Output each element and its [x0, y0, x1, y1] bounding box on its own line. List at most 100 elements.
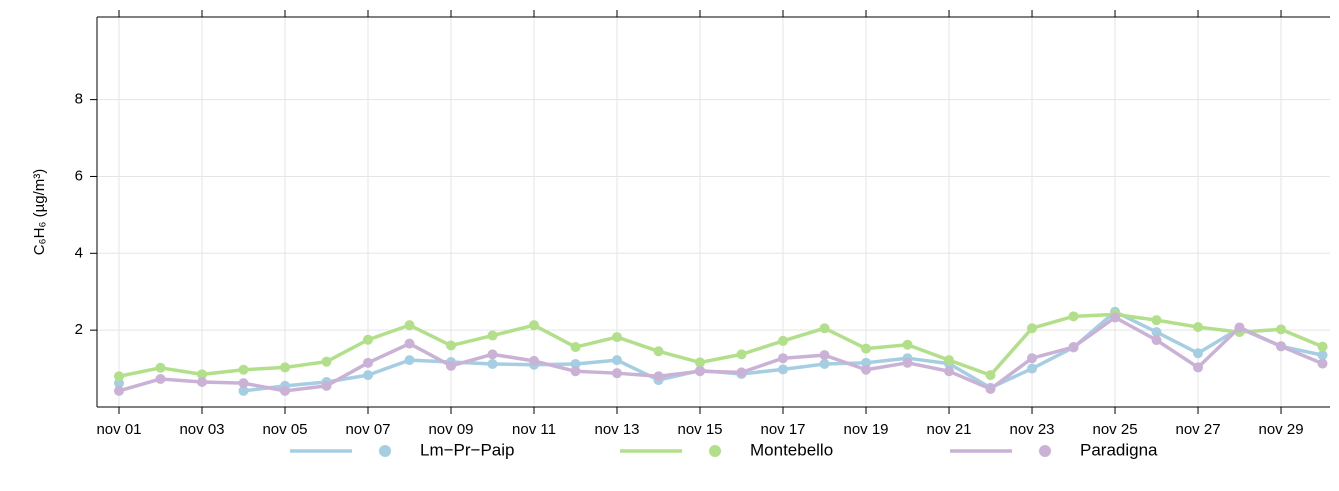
x-tick-label: nov 25	[1093, 421, 1138, 438]
point	[861, 364, 872, 375]
legend-label: Lm−Pr−Paip	[420, 440, 515, 459]
point	[529, 320, 540, 331]
point	[321, 380, 332, 391]
point	[778, 353, 789, 364]
point	[404, 320, 415, 331]
point	[404, 355, 415, 366]
point	[196, 369, 207, 380]
point	[363, 334, 374, 345]
point	[1276, 324, 1287, 335]
point	[1193, 348, 1204, 359]
point	[321, 356, 332, 367]
legend-label: Montebello	[750, 440, 833, 459]
point	[612, 355, 623, 366]
point	[861, 343, 872, 354]
point	[1193, 322, 1204, 333]
point	[446, 340, 457, 351]
point	[1317, 358, 1328, 369]
point	[612, 332, 623, 343]
point	[1317, 350, 1328, 361]
point	[487, 349, 498, 360]
x-tick-label: nov 27	[1176, 421, 1221, 438]
point	[1068, 311, 1079, 322]
legend-label: Paradigna	[1080, 440, 1158, 459]
x-tick-label: nov 21	[926, 421, 971, 438]
point	[196, 377, 207, 388]
x-tick-label: nov 05	[262, 421, 307, 438]
point	[280, 362, 291, 373]
point	[155, 373, 166, 384]
point	[487, 358, 498, 369]
point	[902, 339, 913, 350]
x-tick-label: nov 09	[428, 421, 473, 438]
point	[113, 385, 124, 396]
x-tick-label: nov 15	[677, 421, 722, 438]
point	[1027, 323, 1038, 334]
point	[819, 323, 830, 334]
point	[1027, 363, 1038, 374]
point	[238, 385, 249, 396]
point	[113, 378, 124, 389]
point	[653, 346, 664, 357]
y-axis-title: C₆H₆ (µg/m³)	[31, 169, 48, 256]
point	[778, 335, 789, 346]
point	[238, 364, 249, 375]
x-tick-label: nov 19	[843, 421, 888, 438]
point	[1027, 353, 1038, 364]
point	[363, 357, 374, 368]
point	[736, 367, 747, 378]
point	[113, 371, 124, 382]
point	[280, 385, 291, 396]
x-tick-label: nov 07	[345, 421, 390, 438]
y-tick-label: 4	[75, 244, 83, 261]
series-line	[118, 312, 1324, 378]
legend-dot	[709, 445, 721, 457]
y-tick-label: 6	[75, 167, 83, 184]
point	[1193, 362, 1204, 373]
x-tick-label: nov 29	[1259, 421, 1304, 438]
point	[985, 383, 996, 394]
point	[902, 357, 913, 368]
point	[944, 355, 955, 366]
point	[1068, 342, 1079, 353]
point	[1317, 341, 1328, 352]
point	[446, 360, 457, 371]
point	[819, 350, 830, 361]
y-tick-label: 8	[75, 91, 83, 108]
series-line	[118, 315, 1324, 393]
point	[570, 358, 581, 369]
point	[529, 355, 540, 366]
x-tick-label: nov 03	[179, 421, 224, 438]
point	[653, 371, 664, 382]
point	[985, 370, 996, 381]
point	[1151, 335, 1162, 346]
point	[1151, 315, 1162, 326]
y-tick-label: 2	[75, 321, 83, 338]
point	[861, 357, 872, 368]
x-tick-label: nov 13	[594, 421, 639, 438]
legend-dot	[1039, 445, 1051, 457]
point	[1234, 322, 1245, 333]
point	[695, 366, 706, 377]
point	[1276, 341, 1287, 352]
point	[487, 330, 498, 341]
point	[819, 358, 830, 369]
point	[155, 362, 166, 373]
legend-dot	[379, 445, 391, 457]
point	[612, 368, 623, 379]
x-tick-label: nov 01	[96, 421, 141, 438]
point	[944, 366, 955, 377]
point	[1151, 327, 1162, 338]
point	[1110, 312, 1121, 323]
point	[570, 366, 581, 377]
point	[570, 342, 581, 353]
point	[778, 364, 789, 375]
point	[404, 338, 415, 349]
x-tick-label: nov 23	[1009, 421, 1054, 438]
point	[238, 378, 249, 389]
point	[695, 357, 706, 368]
point	[736, 349, 747, 360]
x-tick-label: nov 11	[512, 421, 556, 438]
point	[363, 370, 374, 381]
